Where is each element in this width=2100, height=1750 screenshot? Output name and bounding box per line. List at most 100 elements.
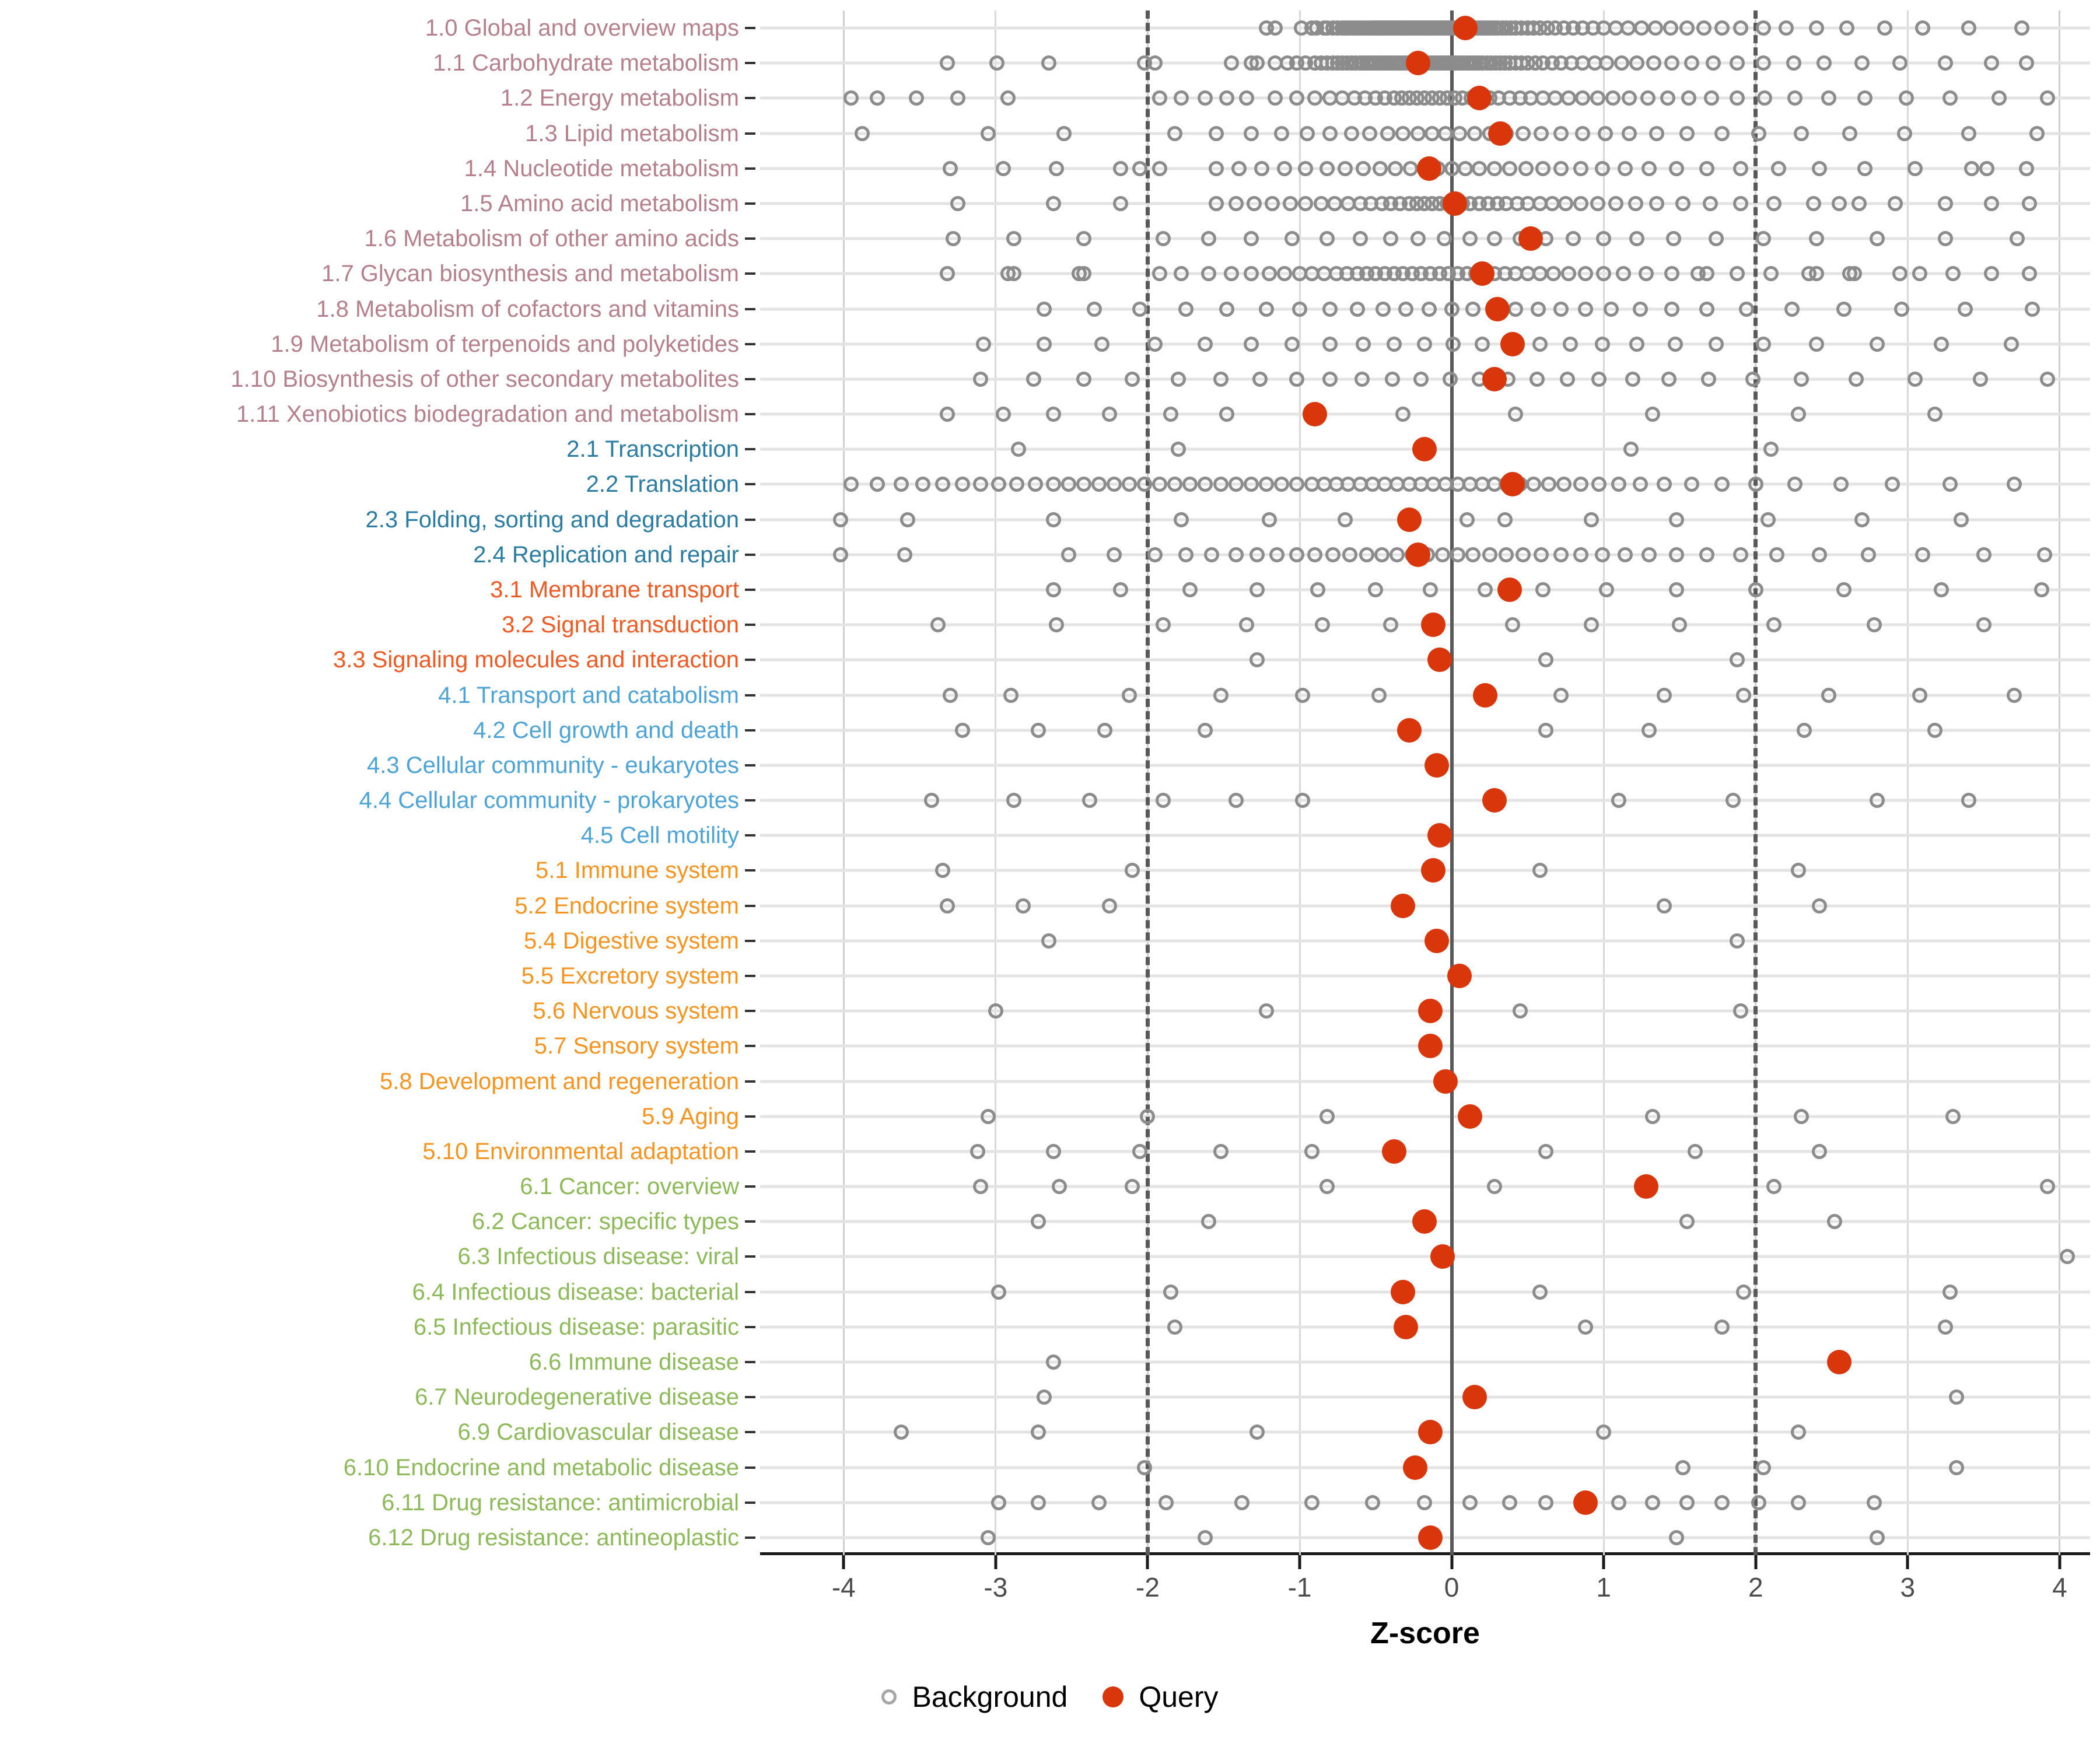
background-point (1622, 90, 1637, 106)
background-point (1938, 55, 1954, 71)
background-point (1766, 196, 1782, 211)
y-axis-tick (745, 1080, 755, 1083)
background-point (1591, 477, 1607, 492)
background-point (1459, 512, 1475, 527)
query-point[interactable] (1430, 1244, 1455, 1269)
y-axis-tick (745, 307, 755, 310)
query-point[interactable] (1485, 296, 1510, 321)
background-point (1953, 512, 1969, 527)
query-point[interactable] (1403, 1455, 1428, 1480)
background-point (1486, 160, 1502, 176)
query-point[interactable] (1427, 823, 1452, 848)
background-point (1714, 125, 1730, 141)
query-point[interactable] (1427, 648, 1452, 673)
background-point (1657, 687, 1672, 703)
background-point (1436, 231, 1452, 247)
category-label: 1.7 Glycan biosynthesis and metabolism (321, 261, 739, 287)
query-point[interactable] (1421, 612, 1446, 638)
query-point[interactable] (1634, 1174, 1659, 1199)
background-point (1374, 547, 1390, 562)
background-point (1292, 301, 1308, 317)
query-point[interactable] (1394, 1314, 1419, 1339)
background-point (1350, 301, 1366, 317)
background-point (1561, 266, 1577, 282)
background-point (1322, 301, 1338, 317)
background-point (1912, 687, 1928, 703)
background-point (1732, 1003, 1748, 1019)
query-point[interactable] (1396, 718, 1422, 743)
background-point (1338, 512, 1353, 527)
query-point[interactable] (1497, 578, 1522, 602)
background-point (1132, 160, 1148, 176)
y-axis-tick (745, 202, 755, 205)
query-point[interactable] (1421, 858, 1446, 883)
background-point (1553, 547, 1569, 562)
y-axis-tick (745, 1150, 755, 1153)
query-point[interactable] (1412, 1209, 1437, 1234)
background-point (1591, 371, 1607, 387)
query-point[interactable] (1418, 1034, 1443, 1059)
query-point[interactable] (1391, 893, 1416, 918)
query-point[interactable] (1433, 1069, 1458, 1094)
background-point (939, 407, 955, 422)
query-point[interactable] (1466, 86, 1492, 111)
query-point[interactable] (1827, 1350, 1852, 1374)
y-axis-tick (745, 97, 755, 100)
background-point (1679, 1214, 1695, 1230)
background-point (924, 793, 940, 808)
query-point[interactable] (1418, 1420, 1443, 1445)
background-point (1182, 582, 1198, 597)
query-point[interactable] (1406, 51, 1431, 76)
background-point (1258, 301, 1274, 317)
background-point (1790, 407, 1806, 422)
query-point[interactable] (1488, 121, 1513, 146)
background-point (1561, 90, 1577, 106)
query-point[interactable] (1457, 1104, 1482, 1129)
query-point[interactable] (1424, 928, 1449, 953)
background-point (1137, 1460, 1153, 1475)
background-point (991, 477, 1007, 492)
background-point (976, 336, 992, 352)
background-point (1730, 933, 1745, 949)
query-point[interactable] (1462, 1385, 1487, 1410)
background-point (1383, 617, 1399, 633)
query-point[interactable] (1482, 788, 1507, 813)
zero-line (1450, 10, 1454, 1555)
query-point[interactable] (1381, 1139, 1406, 1164)
query-point[interactable] (1391, 1279, 1416, 1304)
query-point[interactable] (1442, 191, 1467, 216)
query-point[interactable] (1500, 472, 1525, 497)
background-point (1730, 55, 1745, 71)
query-point[interactable] (1500, 331, 1525, 356)
query-point[interactable] (1418, 999, 1443, 1024)
query-point[interactable] (1412, 437, 1437, 462)
background-point (844, 90, 859, 106)
query-point[interactable] (1472, 682, 1497, 708)
query-point[interactable] (1406, 542, 1431, 567)
legend-item-background[interactable]: Background (881, 1680, 1068, 1714)
category-label: 2.2 Translation (586, 471, 739, 498)
query-point[interactable] (1303, 402, 1328, 427)
background-point (1045, 1143, 1061, 1159)
background-point (1319, 1179, 1335, 1195)
background-point (1112, 160, 1128, 176)
background-point (1755, 20, 1771, 36)
query-point[interactable] (1518, 226, 1544, 251)
background-point (1173, 512, 1189, 527)
query-point[interactable] (1573, 1490, 1598, 1515)
background-point (1228, 477, 1244, 492)
legend-item-query[interactable]: Query (1102, 1680, 1219, 1714)
query-point[interactable] (1396, 507, 1422, 532)
query-point[interactable] (1482, 366, 1507, 391)
query-point[interactable] (1453, 16, 1478, 41)
category-label: 1.11 Xenobiotics biodegradation and meta… (236, 401, 739, 428)
background-point (1258, 477, 1274, 492)
background-point (1112, 196, 1128, 211)
background-point (1547, 90, 1563, 106)
background-point (1243, 231, 1259, 247)
query-point[interactable] (1418, 1525, 1443, 1550)
query-point[interactable] (1469, 261, 1494, 286)
query-point[interactable] (1447, 964, 1472, 988)
query-point[interactable] (1424, 752, 1449, 778)
query-point[interactable] (1416, 156, 1441, 181)
